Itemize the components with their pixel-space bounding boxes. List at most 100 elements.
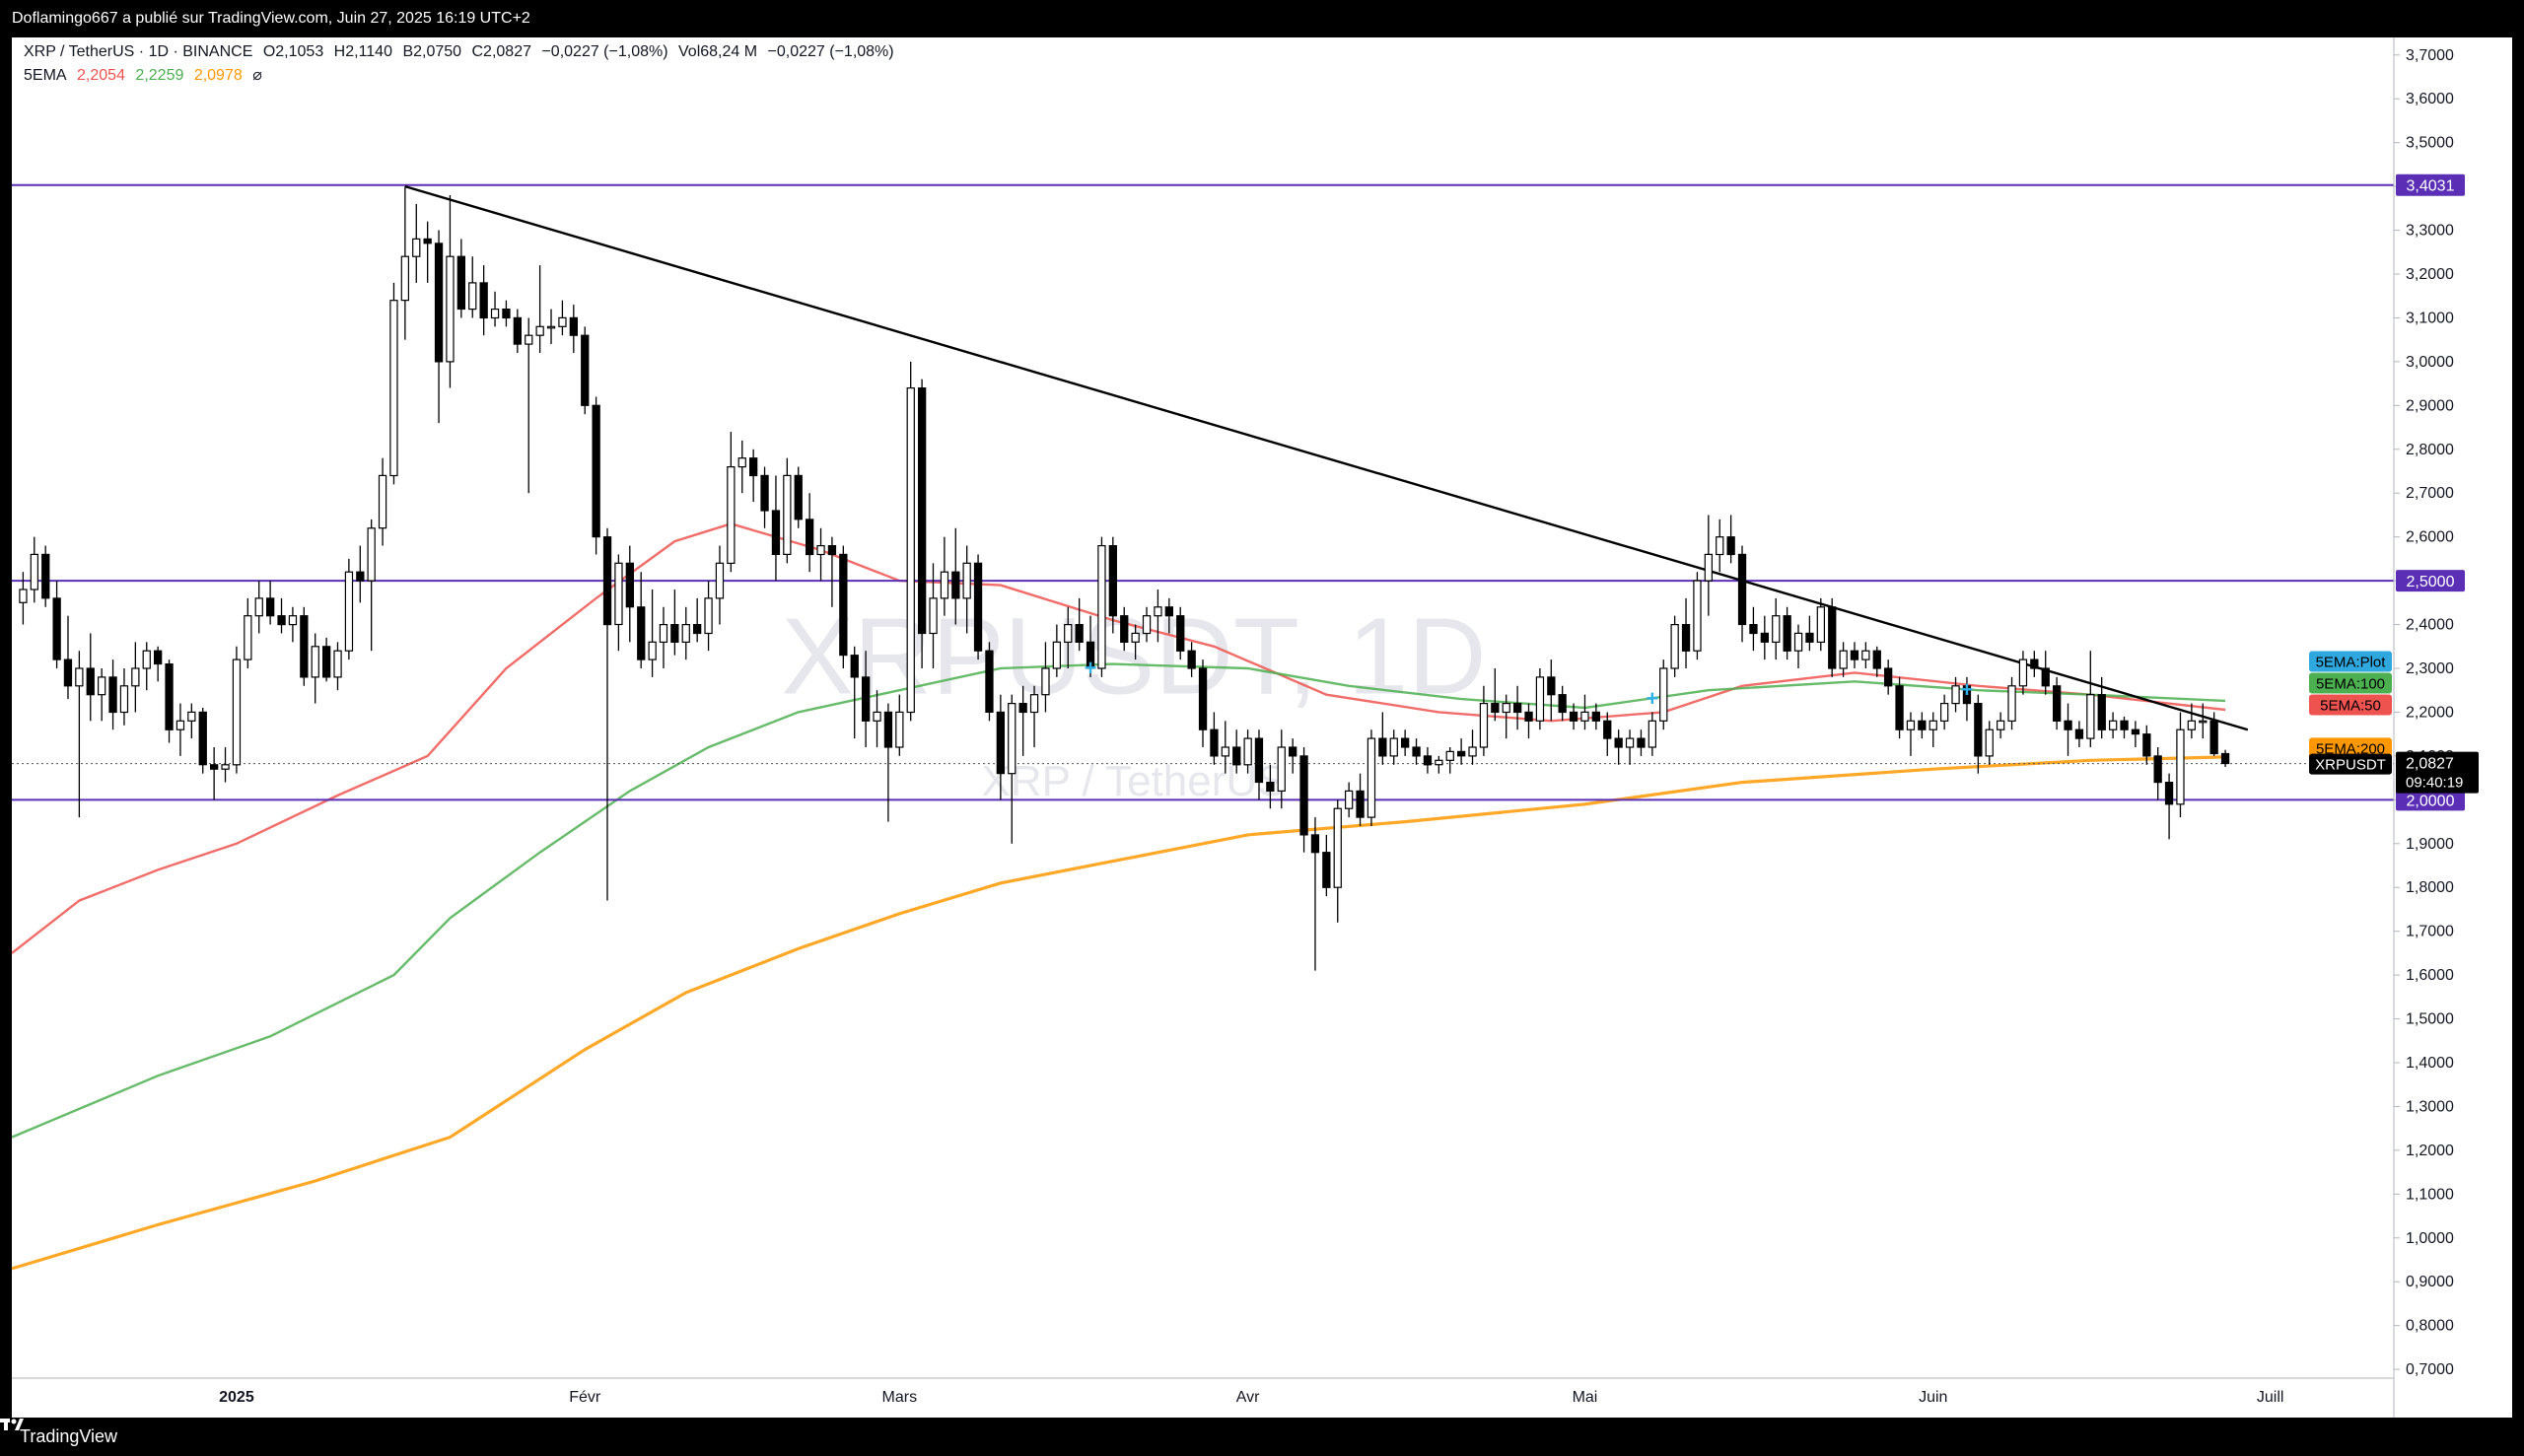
price-tick-label: 2,9000 (2406, 397, 2454, 414)
candle-body (962, 562, 971, 599)
candle-body (1861, 650, 1870, 660)
candle-body (940, 571, 949, 599)
candle-body (389, 300, 398, 477)
candle-body (513, 316, 522, 345)
chart-area[interactable]: XRPUSDT, 1D XRP / TetherUS + + +3,7000 3,6000… (12, 37, 2512, 1418)
price-tick-label: 3,5000 (2406, 135, 2454, 152)
price-tick-label: 1,7000 (2406, 924, 2454, 940)
price-tick-label: 1,0000 (2406, 1230, 2454, 1247)
candle-body (288, 615, 298, 626)
level-label: 3,4031 (2407, 178, 2455, 195)
publication-header: Doflamingo667 a publié sur TradingView.c… (0, 0, 2524, 37)
price-tick-label: 1,3000 (2406, 1098, 2454, 1115)
candle-body (41, 553, 50, 599)
candle-body (929, 597, 938, 635)
candle-body (1277, 746, 1286, 793)
candle-body (97, 676, 106, 696)
candle-body (1154, 606, 1162, 617)
candle-body (1603, 720, 1612, 739)
volume-value: Vol68,24 M (678, 43, 758, 60)
time-tick-label: Avr (1236, 1389, 1260, 1406)
candle-body (1580, 711, 1589, 722)
series-tag-bg (2309, 651, 2392, 672)
price-tick-label: 2,7000 (2406, 485, 2454, 502)
candle-body (356, 571, 365, 582)
candle-body (434, 243, 444, 363)
candle-body (1221, 746, 1230, 757)
candle-body (1356, 790, 1365, 818)
time-tick-label: Mai (1573, 1389, 1598, 1406)
symbol-name[interactable]: XRP / TetherUS · 1D · BINANCE (24, 43, 253, 60)
candle-body (1928, 720, 1937, 730)
candle-body (1120, 615, 1129, 644)
candle-body (1737, 553, 1747, 626)
candle-body (659, 623, 668, 643)
candle-body (2064, 720, 2072, 730)
candle-body (1097, 544, 1106, 669)
candle-body (546, 325, 556, 329)
candle-body (1131, 632, 1140, 643)
time-tick-label: Juill (2257, 1389, 2284, 1406)
symbol-tag-label: XRPUSDT (2315, 757, 2386, 774)
candle-body (2187, 720, 2197, 730)
candle-body (1637, 737, 1646, 748)
candle-body (2086, 694, 2095, 739)
candle-body (1299, 755, 1308, 836)
candle-body (52, 597, 61, 660)
ohlc-high: H2,1140 (333, 43, 392, 60)
candle-body (1996, 720, 2005, 730)
indicator-settings-icon[interactable]: ⌀ (252, 67, 262, 84)
price-tick-label: 1,8000 (2406, 879, 2454, 896)
candle-body (300, 615, 309, 678)
candle-body (2164, 781, 2174, 805)
plot-marker: + (1961, 677, 1974, 702)
candle-body (839, 553, 848, 657)
candle-body (1648, 720, 1657, 748)
price-tick-label: 1,4000 (2406, 1055, 2454, 1072)
candle-body (1872, 650, 1881, 669)
ema-100-value: 2,2259 (135, 67, 184, 84)
candle-body (525, 334, 533, 345)
candle-body (625, 562, 634, 608)
candle-body (883, 711, 893, 748)
candle-body (873, 711, 881, 722)
candle-body (456, 255, 465, 311)
candle-body (760, 474, 769, 512)
candle-body (412, 238, 421, 257)
candle-body (1232, 746, 1241, 766)
candle-body (1839, 650, 1848, 669)
candle-body (1423, 755, 1433, 766)
price-tick-label: 0,9000 (2406, 1274, 2454, 1290)
candle-body (951, 571, 960, 599)
candle-body (906, 387, 915, 714)
candle-body (1591, 711, 1601, 722)
candle-body (490, 309, 500, 319)
candle-body (1726, 536, 1735, 556)
volume-change: −0,0227 (−1,08%) (767, 43, 894, 60)
candle-body (2007, 685, 2016, 722)
candle-body (715, 562, 725, 599)
candle-body (1435, 759, 1443, 766)
candle-body (1883, 667, 1893, 687)
indicator-name[interactable]: 5EMA (24, 67, 67, 84)
candle-body (1198, 667, 1208, 730)
price-tick-label: 2,4000 (2406, 617, 2454, 634)
plot-marker: + (1646, 686, 1658, 711)
candle-body (1288, 746, 1297, 757)
candle-body (344, 571, 354, 652)
candle-body (2142, 733, 2151, 757)
candle-body (1625, 737, 1635, 748)
candle-body (558, 316, 567, 327)
candle-body (2074, 728, 2084, 739)
series-tag-label: 5EMA:50 (2320, 697, 2381, 714)
candle-body (468, 282, 477, 311)
candle-body (154, 650, 163, 665)
price-tick-label: 2,3000 (2406, 660, 2454, 677)
candle-body (1041, 667, 1050, 696)
time-tick-label: Juin (1919, 1389, 1947, 1406)
candle-body (2220, 752, 2230, 765)
candle-body (1412, 746, 1421, 757)
candle-body (1064, 623, 1073, 643)
candle-body (1805, 632, 1814, 643)
